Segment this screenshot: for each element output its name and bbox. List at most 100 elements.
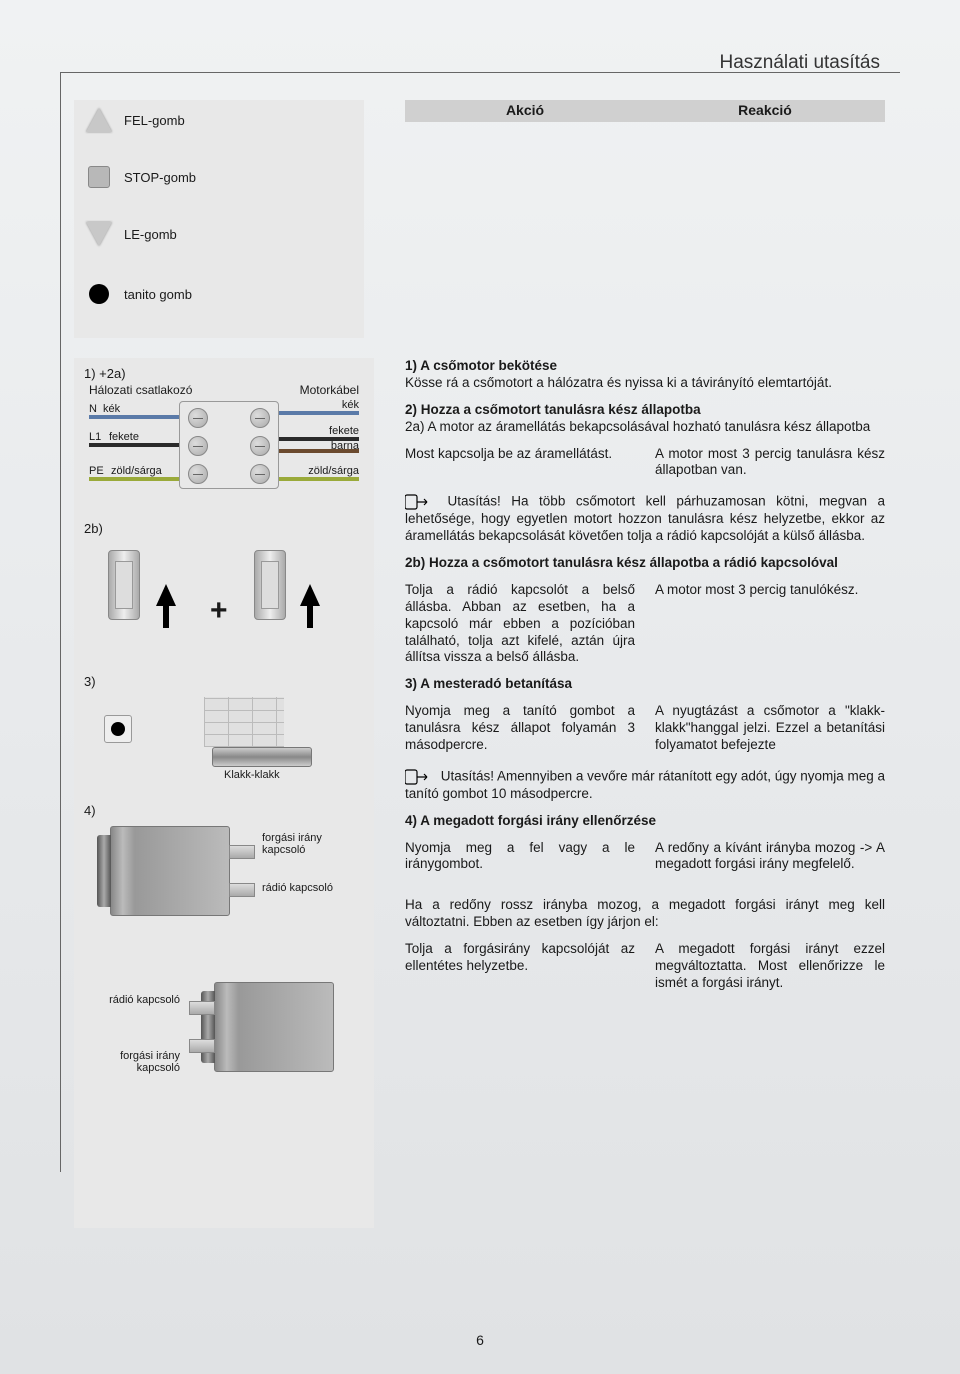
learn-circle-icon [111,722,125,736]
s4-title-block: 4) A megadott forgási irány ellenőrzése [405,813,885,830]
s2b-two-col: Tolja a rádió kapcsolót a belső állásba.… [405,582,885,666]
s2-title: 2) Hozza a csőmotort tanulásra kész álla… [405,402,701,417]
screw-icon [250,464,270,484]
switch-stub [189,1001,215,1015]
device-top [110,826,230,916]
s4-right2: A megadott forgási irányt ezzel megválto… [655,941,885,992]
action-reaction-header: Akció Reakció [405,100,885,122]
s4-title: 4) A megadott forgási irány ellenőrzése [405,813,656,828]
label-motorkabel: Motorkábel [300,383,359,397]
label-n: N [89,403,97,415]
s4-two-col-2: Tolja a forgásirány kapcsolóját az ellen… [405,941,885,992]
cylinder-icon [254,550,286,620]
screw-icon [188,464,208,484]
label-kek-r: kék [342,399,359,411]
s2b-title-block: 2b) Hozza a csőmotort tanulásra kész áll… [405,555,885,572]
s2a-left: Most kapcsolja be az áramellátást. [405,446,635,480]
s3-title-block: 3) A mesteradó betanítása [405,676,885,693]
wall-pattern [204,697,284,747]
tip2-text: Utasítás! Amennyiben a vevőre már rátaní… [405,768,885,800]
terminal-block [179,401,279,489]
cylinder-icon [108,550,140,620]
s4-body2: Ha a redőny rossz irányba mozog, a megad… [405,897,885,931]
wire-zoldsarga-right [279,477,359,481]
s4-two-col: Nyomja meg a fel vagy a le iránygombot. … [405,840,885,874]
page-number: 6 [0,1332,960,1348]
arrow-up-icon [156,584,176,606]
down-triangle-icon [86,222,112,246]
s4-left2: Tolja a forgásirány kapcsolóját az ellen… [405,941,635,992]
s3-right: A nyugtázást a csőmotor a "klakk-klakk"h… [655,703,885,754]
wiring-diagram: Hálozati csatlakozó Motorkábel N kék L1 … [89,387,359,507]
arrow-stem [307,606,313,628]
s1-body: Kösse rá a csőmotort a hálózatra és nyis… [405,375,832,390]
tip2-block: Utasítás! Amennyiben a vevőre már rátaní… [405,768,885,803]
header-akcio: Akció [405,100,645,122]
arrow-up-icon [300,584,320,606]
device-bottom [214,982,334,1072]
diagram-4: forgási irány kapcsoló rádió kapcsoló rá… [84,822,354,1102]
screw-icon [250,436,270,456]
label-kek-l: kék [103,403,120,415]
diagram-2b: + [94,540,354,660]
s3-two-col: Nyomja meg a tanító gombot a tanulásra k… [405,703,885,754]
s2a-body: 2a) A motor az áramellátás bekapcsolásáv… [405,419,870,434]
tip1-text: Utasítás! Ha több csőmotort kell párhuza… [405,494,885,543]
label-fekete-l: fekete [109,431,139,443]
caption-radio-1: rádió kapcsoló [262,882,333,894]
s2b-right: A motor most 3 percig tanulókész. [655,582,885,666]
legend-le: LE-gomb [124,227,177,242]
left-diagram-column: 1) +2a) Hálozati csatlakozó Motorkábel N… [74,358,374,1228]
label-zs-l: zöld/sárga [111,465,162,477]
caption-forgasi-2: forgási irány kapcsoló [92,1050,180,1074]
caption-forgasi-1: forgási irány kapcsoló [262,832,322,856]
legend-stop: STOP-gomb [124,170,196,185]
label-zs-r: zöld/sárga [308,465,359,477]
s3-title: 3) A mesteradó betanítása [405,676,572,691]
label-l1: L1 [89,431,101,443]
diagram-3: Klakk-klakk [94,693,354,783]
label-barna-r: barna [331,440,359,452]
s2b-title: 2b) Hozza a csőmotort tanulásra kész áll… [405,555,838,570]
wire-zoldsarga-left [89,477,179,481]
s2b-left: Tolja a rádió kapcsolót a belső állásba.… [405,582,635,666]
tip1-block: Utasítás! Ha több csőmotort kell párhuza… [405,493,885,545]
label-pe: PE [89,465,104,477]
s1-block: 1) A csőmotor bekötése Kösse rá a csőmot… [405,358,885,392]
step-1-2a-label: 1) +2a) [84,366,364,381]
learn-button-box [104,715,132,743]
s4-right: A redőny a kívánt irányba mozog -> A meg… [655,840,885,874]
step-4-label: 4) [84,803,364,818]
switch-stub [229,883,255,897]
switch-stub [229,845,255,859]
step-2b-label: 2b) [84,521,364,536]
vertical-rule [60,72,61,1172]
right-text-column: 1) A csőmotor bekötése Kösse rá a csőmot… [405,358,885,1002]
screw-icon [250,408,270,428]
switch-stub [189,1039,215,1053]
legend-tanito: tanito gomb [124,287,192,302]
step-3-label: 3) [84,674,364,689]
page-title: Használati utasítás [719,52,880,74]
plus-icon: + [210,594,228,628]
screw-icon [188,408,208,428]
label-fekete-r: fekete [329,425,359,437]
header-reakcio: Reakció [645,100,885,122]
arrow-stem [163,606,169,628]
s1-title: 1) A csőmotor bekötése [405,358,557,373]
wire-fekete-left [89,443,179,447]
hand-point-icon [405,768,433,786]
up-triangle-icon [86,108,112,132]
s2-block: 2) Hozza a csőmotort tanulásra kész álla… [405,402,885,436]
legend-fel: FEL-gomb [124,113,185,128]
button-legend: FEL-gomb STOP-gomb LE-gomb tanito gomb [74,100,364,338]
wire-kek-right [279,411,359,415]
wire-kek-left [89,415,179,419]
plug-icon [212,747,312,767]
screw-icon [188,436,208,456]
s4-left: Nyomja meg a fel vagy a le iránygombot. [405,840,635,874]
caption-radio-2: rádió kapcsoló [92,994,180,1006]
learn-circle-icon [89,284,109,304]
s2a-right: A motor most 3 percig tanulásra kész áll… [655,446,885,480]
s3-left: Nyomja meg a tanító gombot a tanulásra k… [405,703,635,754]
